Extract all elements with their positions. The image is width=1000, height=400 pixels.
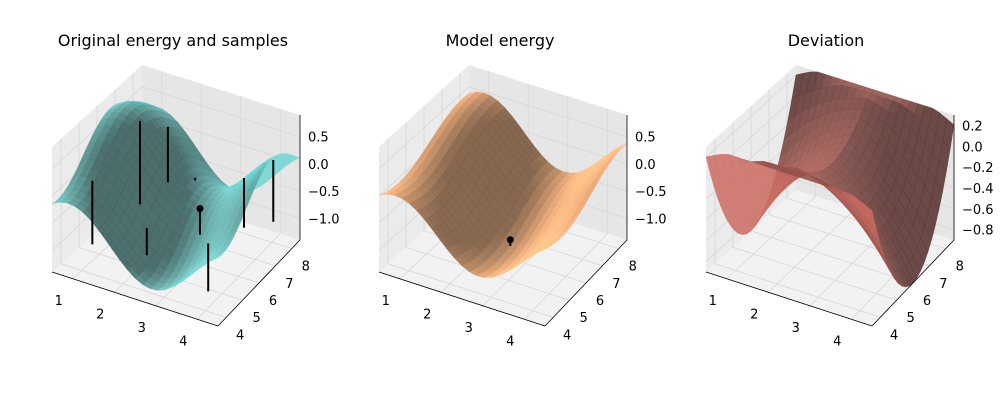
y-axis-line xyxy=(544,239,628,327)
x-gridline xyxy=(523,108,608,320)
y-gridline xyxy=(78,122,243,301)
z-tick-label: 0.0 xyxy=(308,158,329,173)
y-axis-line xyxy=(217,239,301,327)
sample-point xyxy=(506,236,514,244)
y-tick-label: 7 xyxy=(612,277,620,292)
surface-facet xyxy=(210,254,222,262)
y-tick-label: 5 xyxy=(906,311,914,326)
y-tick-label: 7 xyxy=(285,277,293,292)
z-gridline xyxy=(378,86,628,170)
x-tick-label: 1 xyxy=(55,294,63,309)
surface xyxy=(51,100,301,291)
z-tick-label: 0.5 xyxy=(635,131,656,146)
y-tick-label: 8 xyxy=(302,260,310,275)
y-axis-line xyxy=(871,239,955,327)
y-tick-label: 4 xyxy=(890,328,898,343)
z-tick-label: −1.0 xyxy=(308,212,340,227)
y-tick-label: 6 xyxy=(269,294,277,309)
z-tick-label: 0.0 xyxy=(635,158,656,173)
x-axis-line xyxy=(378,271,546,327)
z-gridline xyxy=(51,86,301,170)
x-tick-label: 3 xyxy=(138,321,146,336)
x-tick-label: 1 xyxy=(382,294,390,309)
y-gridline xyxy=(423,106,587,284)
z-tick-label: −0.4 xyxy=(962,182,994,197)
y-gridline xyxy=(387,138,554,318)
y-gridline xyxy=(60,138,227,318)
z-tick-label: −1.0 xyxy=(635,212,667,227)
x-axis-line xyxy=(51,271,219,327)
x-axis-line xyxy=(705,271,873,327)
subplot-title: Model energy xyxy=(446,31,555,50)
z-tick-label: 0.5 xyxy=(308,131,329,146)
y-gridline xyxy=(768,89,930,267)
z-tick-label: 0.0 xyxy=(962,140,983,155)
x-tick-label: 3 xyxy=(792,321,800,336)
y-tick-label: 6 xyxy=(596,294,604,309)
x-gridline xyxy=(196,108,281,320)
subplot-title: Original energy and samples xyxy=(58,31,288,50)
y-tick-label: 7 xyxy=(939,277,947,292)
z-tick-label: −0.2 xyxy=(962,161,994,176)
x-tick-label: 2 xyxy=(423,307,431,322)
z-tick-label: 0.2 xyxy=(962,119,983,134)
x-tick-label: 3 xyxy=(465,321,473,336)
surface xyxy=(705,71,955,288)
x-tick-label: 4 xyxy=(179,334,187,349)
y-tick-label: 4 xyxy=(236,328,244,343)
z-tick-label: −0.6 xyxy=(962,203,994,218)
y-tick-label: 4 xyxy=(563,328,571,343)
y-tick-label: 5 xyxy=(252,311,260,326)
x-tick-label: 2 xyxy=(96,307,104,322)
z-tick-label: −0.5 xyxy=(308,185,340,200)
surface xyxy=(378,91,628,278)
y-tick-label: 8 xyxy=(629,260,637,275)
subplot-title: Deviation xyxy=(788,31,865,50)
x-tick-label: 4 xyxy=(506,334,514,349)
surface-facet xyxy=(537,247,549,253)
y-tick-label: 6 xyxy=(923,294,931,309)
sample-point xyxy=(196,205,204,213)
surface-facet xyxy=(864,204,876,228)
y-tick-label: 5 xyxy=(579,311,587,326)
x-tick-label: 4 xyxy=(833,334,841,349)
x-tick-label: 1 xyxy=(709,294,717,309)
x-tick-label: 2 xyxy=(750,307,758,322)
z-tick-label: −0.5 xyxy=(635,185,667,200)
y-gridline xyxy=(405,122,570,301)
y-tick-label: 8 xyxy=(956,260,964,275)
z-tick-label: −0.8 xyxy=(962,224,994,239)
